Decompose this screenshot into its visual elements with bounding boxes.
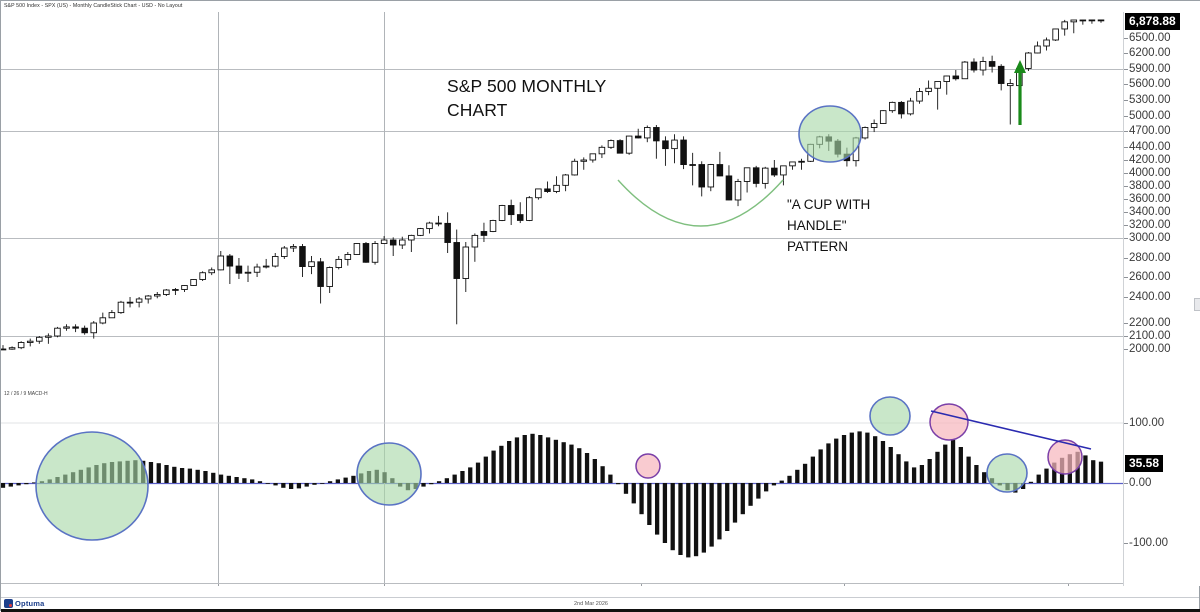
window-titlebar: S&P 500 Index - SPX (US) - Monthly Candl…	[1, 1, 1200, 12]
macd-pink-circle-2	[929, 403, 969, 441]
chart-plot-area[interactable]: S&P 500 MONTHLY CHART "A CUP WITH HANDLE…	[1, 12, 1123, 586]
last-price-tag: 6,878.88	[1125, 13, 1180, 30]
axis-tick	[1124, 349, 1128, 350]
pattern-annotation: "A CUP WITH HANDLE" PATTERN	[787, 197, 871, 254]
footer-bar: Optuma 2nd Mar 2026	[1, 597, 1199, 611]
axis-tick	[1124, 69, 1128, 70]
axis-tick	[1124, 323, 1128, 324]
axis-tick	[1124, 238, 1128, 239]
axis-label: 6200.00	[1129, 47, 1171, 59]
macd-green-circle-1	[35, 431, 149, 541]
axis-tick	[1124, 543, 1128, 544]
axis-label: 2800.00	[1129, 252, 1171, 264]
up-arrow-icon	[1014, 60, 1026, 125]
axis-tick	[1124, 258, 1128, 259]
axis-label: 4200.00	[1129, 154, 1171, 166]
optuma-logo-icon	[4, 599, 13, 608]
axis-tick	[1124, 199, 1128, 200]
axis-tick	[1124, 173, 1128, 174]
macd-pane-render	[1, 389, 1123, 586]
axis-label: 3400.00	[1129, 206, 1171, 218]
x-axis-tick	[384, 584, 385, 586]
axis-tick	[1124, 277, 1128, 278]
x-axis-tick	[844, 584, 845, 586]
axis-label: 5300.00	[1129, 94, 1171, 106]
axis-label: 4000.00	[1129, 167, 1171, 179]
brand-name: Optuma	[15, 599, 45, 608]
macd-overlays	[35, 396, 1092, 541]
axis-tick	[1124, 38, 1128, 39]
axis-tick	[1124, 53, 1128, 54]
last-macd-tag: 35.58	[1125, 454, 1164, 472]
x-axis: 520182020202220242026	[1, 583, 1123, 586]
macd-green-circle-4	[986, 453, 1028, 493]
axis-tick	[1124, 100, 1128, 101]
macd-green-circle-3	[869, 396, 911, 436]
macd-pane[interactable]: 12 / 26 / 9 MACD-H	[1, 389, 1123, 586]
macd-trendline	[930, 410, 1092, 450]
axis-label: 5000.00	[1129, 110, 1171, 122]
cup-handle-highlight-circle	[798, 105, 862, 163]
axis-label: 2100.00	[1129, 330, 1171, 342]
macd-pink-circle-3	[1047, 439, 1083, 475]
price-axis[interactable]: 6,878.88 6500.00 6200.00 5900.00 5600.00 5300…	[1123, 12, 1200, 586]
axis-label: 3000.00	[1129, 232, 1171, 244]
macd-axis-label: 100.00	[1129, 417, 1165, 429]
axis-label: 2200.00	[1129, 317, 1171, 329]
axis-tick	[1124, 186, 1128, 187]
axis-label: 2600.00	[1129, 271, 1171, 283]
axis-tick	[1124, 160, 1128, 161]
axis-scroll-handle[interactable]	[1194, 298, 1200, 311]
macd-axis-label: 0.00	[1129, 477, 1152, 489]
axis-label: 2400.00	[1129, 291, 1171, 303]
x-axis-tick	[218, 584, 219, 586]
axis-tick	[1124, 116, 1128, 117]
axis-tick	[1124, 225, 1128, 226]
cup-arc-icon	[617, 179, 784, 227]
axis-label: 3600.00	[1129, 193, 1171, 205]
x-axis-tick	[1068, 584, 1069, 586]
axis-tick	[1124, 423, 1128, 424]
price-gridlines	[1, 12, 1123, 389]
axis-label: 2000.00	[1129, 343, 1171, 355]
price-pane-render	[1, 12, 1123, 389]
macd-pink-circle-1	[635, 453, 661, 479]
x-axis-tick	[641, 584, 642, 586]
axis-label: 6500.00	[1129, 32, 1171, 44]
axis-label: 4400.00	[1129, 141, 1171, 153]
axis-tick	[1124, 212, 1128, 213]
macd-histogram-series	[1, 389, 1123, 586]
axis-tick	[1124, 483, 1128, 484]
brand-logo-group: Optuma	[4, 599, 45, 608]
axis-tick	[1124, 131, 1128, 132]
axis-tick	[1124, 147, 1128, 148]
axis-tick	[1124, 84, 1128, 85]
axis-tick	[1124, 297, 1128, 298]
axis-tick	[1124, 336, 1128, 337]
axis-label: 4700.00	[1129, 125, 1171, 137]
window-title: S&P 500 Index - SPX (US) - Monthly Candl…	[4, 3, 183, 9]
macd-axis-label: -100.00	[1129, 537, 1169, 549]
footer-date: 2nd Mar 2026	[574, 601, 608, 607]
axis-label: 3200.00	[1129, 219, 1171, 231]
axis-label: 5600.00	[1129, 78, 1171, 90]
macd-green-circle-2	[356, 442, 422, 506]
candlestick-series	[1, 19, 1105, 351]
chart-title-annotation: S&P 500 MONTHLY CHART	[447, 76, 607, 120]
macd-indicator-label: 12 / 26 / 9 MACD-H	[4, 391, 48, 397]
price-pane[interactable]: S&P 500 MONTHLY CHART "A CUP WITH HANDLE…	[1, 12, 1123, 389]
axis-label: 5900.00	[1129, 63, 1171, 75]
axis-label: 3800.00	[1129, 180, 1171, 192]
